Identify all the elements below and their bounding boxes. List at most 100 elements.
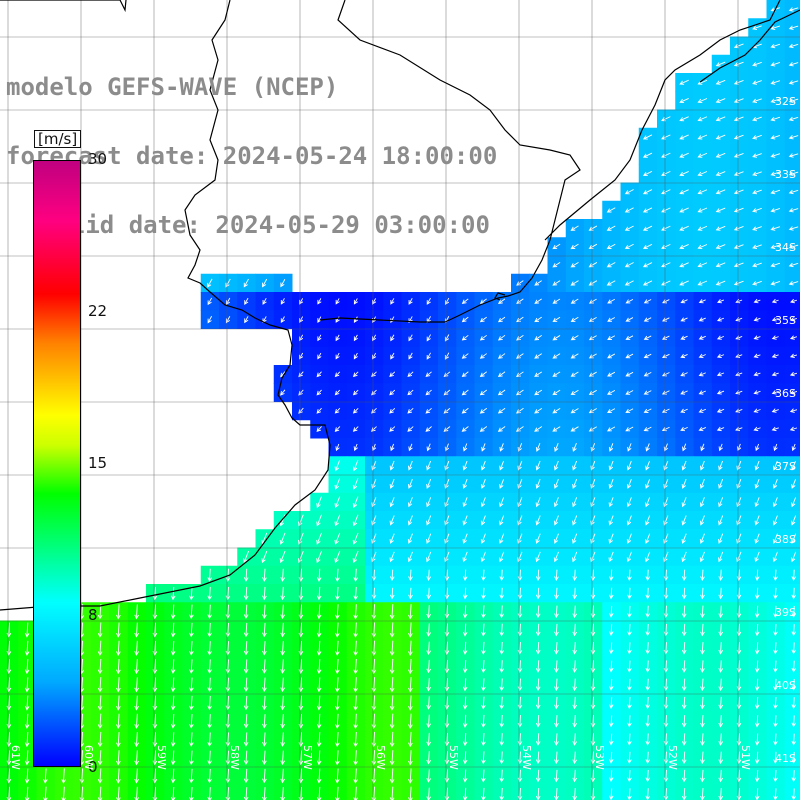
wind-arrow — [43, 768, 48, 784]
wind-arrow — [79, 786, 85, 800]
wind-arrow — [116, 786, 121, 800]
wind-arrow — [661, 390, 670, 395]
wind-arrow — [733, 80, 744, 85]
wind-arrow — [353, 443, 359, 452]
wind-arrow — [189, 714, 194, 729]
wind-arrow — [389, 389, 396, 396]
wind-arrow — [663, 569, 669, 582]
wind-arrow — [773, 569, 778, 582]
wind-arrow — [408, 695, 413, 711]
wind-arrow — [280, 787, 285, 800]
wind-arrow — [790, 298, 797, 304]
lat-label: 38S — [775, 533, 796, 546]
wind-arrow — [334, 426, 341, 432]
wind-arrow — [24, 659, 30, 675]
wind-arrow — [389, 695, 395, 711]
wind-arrow — [462, 460, 468, 471]
wind-arrow — [754, 733, 760, 746]
wind-arrow — [425, 407, 432, 414]
wind-arrow — [24, 750, 30, 766]
wind-arrow — [497, 316, 506, 323]
wind-arrow — [554, 587, 559, 600]
legend-tick-8: 8 — [88, 606, 98, 624]
wind-arrow — [627, 715, 632, 728]
wind-arrow — [408, 713, 413, 730]
wind-arrow — [426, 551, 432, 563]
wind-arrow — [479, 334, 487, 341]
wind-arrow — [788, 98, 799, 103]
wind-arrow — [535, 460, 541, 471]
wind-arrow — [389, 768, 395, 784]
wind-arrow — [716, 426, 725, 432]
wind-arrow — [773, 697, 778, 710]
lat-label: 37S — [775, 460, 796, 473]
wind-arrow — [461, 426, 469, 432]
wind-arrow — [389, 622, 395, 638]
wind-arrow — [462, 714, 468, 728]
wind-arrow — [771, 298, 779, 304]
wind-arrow — [680, 408, 688, 413]
wind-arrow — [262, 714, 267, 729]
wind-arrow — [645, 569, 651, 582]
wind-arrow — [6, 677, 12, 693]
lon-label: 58W — [228, 745, 241, 770]
wind-arrow — [736, 587, 742, 600]
wind-arrow — [570, 353, 579, 359]
wind-arrow — [499, 497, 505, 508]
wind-arrow — [480, 460, 486, 471]
wind-arrow — [608, 515, 614, 526]
wind-arrow — [480, 533, 486, 544]
wind-arrow — [754, 605, 760, 618]
wind-arrow — [316, 514, 322, 527]
wind-arrow — [170, 677, 176, 693]
wind-arrow — [773, 751, 778, 764]
wind-arrow — [262, 750, 267, 766]
wind-arrow — [316, 389, 322, 396]
wind-arrow — [627, 642, 632, 655]
wind-arrow — [590, 641, 596, 655]
wind-arrow — [645, 623, 651, 637]
wind-arrow — [516, 371, 524, 377]
wind-arrow — [608, 660, 614, 673]
wind-arrow — [535, 569, 541, 582]
wind-arrow — [773, 788, 778, 800]
wind-arrow — [570, 243, 579, 250]
wind-arrow — [225, 622, 231, 638]
wind-arrow — [480, 551, 486, 563]
wind-arrow — [608, 642, 614, 655]
wind-arrow — [352, 532, 359, 545]
wind-arrow — [225, 586, 231, 601]
wind-arrow — [479, 371, 487, 378]
wind-arrow — [534, 371, 543, 377]
wind-arrow — [426, 623, 431, 637]
wind-arrow — [389, 587, 395, 600]
wind-arrow — [499, 660, 505, 673]
wind-cell — [784, 584, 800, 603]
wind-arrow — [627, 770, 632, 783]
wind-arrow — [225, 677, 231, 692]
wind-arrow — [353, 713, 358, 729]
wind-arrow — [570, 426, 579, 432]
wind-arrow — [97, 768, 103, 784]
wind-arrow — [752, 262, 762, 268]
wind-arrow — [645, 443, 650, 452]
wind-arrow — [773, 715, 778, 728]
wind-arrow — [645, 642, 651, 655]
lat-label: 39S — [775, 606, 796, 619]
wind-arrow — [572, 497, 578, 508]
wind-arrow — [608, 788, 614, 800]
wind-arrow — [535, 769, 541, 783]
wind-arrow — [770, 244, 781, 249]
wind-arrow — [134, 768, 139, 784]
wind-arrow — [497, 389, 506, 396]
wind-arrow — [462, 569, 468, 582]
wind-arrow — [6, 622, 12, 638]
wind-arrow — [389, 371, 396, 378]
wind-arrow — [534, 353, 543, 359]
wind-arrow — [716, 353, 725, 359]
wind-arrow — [298, 622, 304, 638]
wind-arrow — [225, 695, 231, 711]
wind-arrow — [408, 731, 413, 748]
